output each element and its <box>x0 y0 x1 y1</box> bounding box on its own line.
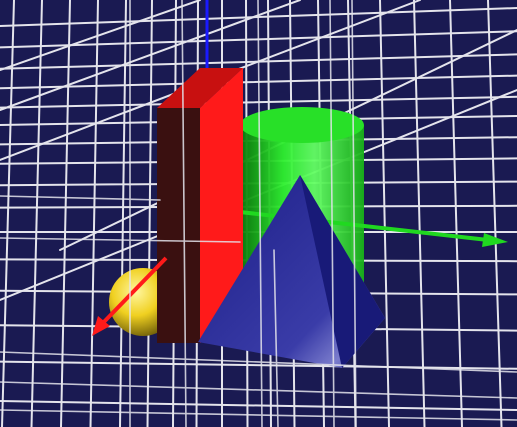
red-box-top-face <box>157 68 243 108</box>
grid-line-front <box>351 0 357 427</box>
grid-line <box>449 0 463 427</box>
grid-line-front <box>329 0 335 427</box>
grid-line <box>487 0 503 427</box>
cylinder-top <box>240 107 364 143</box>
pyramid-right-face <box>300 175 385 368</box>
grid-line-front <box>0 381 517 399</box>
grid-line-front <box>0 195 161 201</box>
grid-line-front <box>0 351 517 373</box>
grid-line <box>1 0 15 427</box>
red-box <box>157 68 243 343</box>
grid-line <box>0 0 301 111</box>
z-axis-arrowhead <box>92 316 110 336</box>
red-box-left-face <box>157 108 200 343</box>
grid-line <box>0 400 517 411</box>
grid-line-front <box>0 409 517 421</box>
grid-line <box>30 0 43 427</box>
grid-line <box>0 360 517 370</box>
grid-line-front <box>0 237 241 243</box>
grid-line <box>379 0 390 427</box>
grid-line <box>0 0 201 71</box>
red-box-front-face <box>200 68 243 343</box>
blue-pyramid <box>198 175 385 368</box>
x-axis-arrowhead <box>482 233 508 247</box>
z-axis <box>98 256 168 328</box>
grid-line-front <box>257 0 263 427</box>
grid-line <box>60 0 71 427</box>
z-axis-group <box>92 256 168 336</box>
grid-line <box>146 0 153 427</box>
grid-line-front <box>273 249 279 427</box>
grid-line <box>413 0 426 427</box>
grid-line-front <box>181 0 187 427</box>
grid-line <box>119 0 127 427</box>
